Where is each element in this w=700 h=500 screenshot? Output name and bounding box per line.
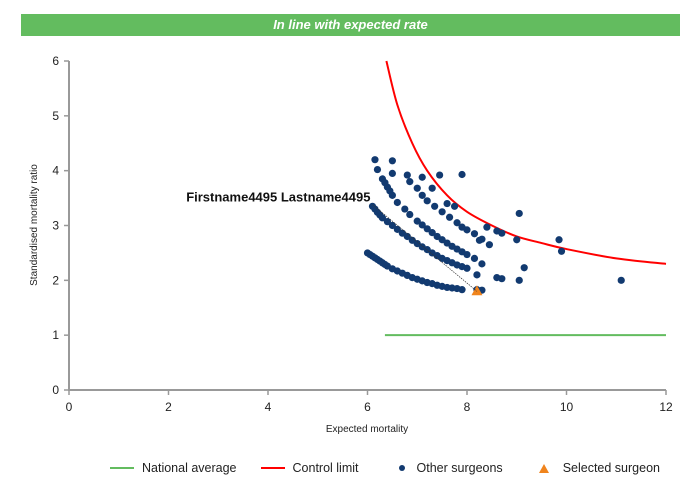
annotation: Firstname4495 Lastname4495 — [186, 190, 478, 292]
other-surgeon-point[interactable] — [555, 236, 563, 244]
other-surgeon-point[interactable] — [418, 191, 426, 199]
other-surgeon-point[interactable] — [393, 198, 401, 207]
other-surgeon-point[interactable] — [515, 209, 523, 218]
other-surgeon-point[interactable] — [445, 213, 454, 221]
other-surgeon-point[interactable] — [388, 157, 396, 165]
y-tick-label: 6 — [52, 54, 59, 68]
y-tick-label: 1 — [52, 328, 59, 342]
other-surgeon-point[interactable] — [617, 276, 625, 284]
other-surgeon-point[interactable] — [428, 229, 436, 237]
other-surgeon-point[interactable] — [557, 247, 566, 255]
other-surgeon-point[interactable] — [438, 208, 446, 216]
other-surgeon-point[interactable] — [473, 271, 481, 279]
legend-item-control-limit[interactable]: Control limit — [260, 461, 359, 475]
other-surgeon-point[interactable] — [463, 250, 471, 259]
other-surgeon-point[interactable] — [378, 214, 387, 222]
y-tick-label: 3 — [52, 219, 59, 233]
other-surgeon-point[interactable] — [406, 210, 414, 219]
x-tick-label: 2 — [165, 400, 172, 414]
other-surgeon-point[interactable] — [470, 254, 479, 262]
other-surgeon-point[interactable] — [423, 225, 431, 233]
other-surgeon-point[interactable] — [478, 260, 486, 268]
dot-marker-icon — [398, 465, 405, 471]
other-surgeon-point[interactable] — [418, 221, 426, 229]
other-surgeon-point[interactable] — [483, 223, 491, 231]
other-surgeon-point[interactable] — [418, 173, 426, 181]
legend-label: National average — [142, 461, 237, 475]
legend-label: Selected surgeon — [562, 461, 660, 475]
national-average-swatch-icon — [110, 467, 134, 469]
control-limit-line — [385, 60, 667, 265]
other-surgeon-point[interactable] — [373, 165, 382, 174]
other-surgeon-point[interactable] — [443, 199, 451, 208]
x-tick-label: 6 — [364, 400, 371, 414]
legend: National average Control limit Other sur… — [110, 459, 684, 477]
legend-item-selected-surgeon[interactable]: Selected surgeon — [527, 461, 660, 475]
y-tick-label: 4 — [52, 164, 59, 178]
y-tick-label: 0 — [52, 383, 59, 397]
legend-label: Control limit — [292, 461, 359, 475]
x-tick-label: 0 — [66, 400, 73, 414]
axes — [68, 61, 666, 391]
series-points — [363, 156, 625, 296]
other-surgeon-point[interactable] — [431, 202, 439, 210]
other-surgeon-point[interactable] — [401, 205, 409, 213]
control-limit-swatch-icon — [260, 467, 285, 469]
other-surgeon-point[interactable] — [388, 169, 396, 178]
annotation-label: Firstname4495 Lastname4495 — [186, 190, 370, 205]
other-surgeon-point[interactable] — [515, 276, 523, 284]
other-surgeon-point[interactable] — [498, 275, 506, 283]
legend-item-other-surgeons[interactable]: Other surgeons — [383, 461, 503, 475]
other-surgeon-point[interactable] — [475, 236, 484, 244]
x-tick-label: 4 — [265, 400, 272, 414]
other-surgeon-point[interactable] — [423, 197, 431, 205]
y-axis-title: Standardised mortality ratio — [29, 164, 40, 286]
status-banner: In line with expected rate — [21, 14, 680, 36]
y-tick-label: 5 — [52, 109, 59, 123]
other-surgeon-point[interactable] — [520, 264, 528, 272]
legend-label: Other surgeons — [416, 461, 503, 475]
series-lines — [384, 60, 667, 337]
triangle-marker-icon — [538, 463, 549, 473]
other-surgeon-point[interactable] — [413, 217, 421, 225]
other-surgeon-point[interactable] — [498, 229, 506, 237]
other-surgeon-point[interactable] — [406, 178, 414, 186]
other-surgeon-point[interactable] — [413, 184, 421, 192]
y-tick-label: 2 — [52, 273, 59, 287]
other-surgeon-point[interactable] — [453, 219, 461, 227]
other-surgeon-point[interactable] — [388, 191, 396, 199]
other-surgeon-point[interactable] — [383, 218, 391, 226]
selected-surgeon-point[interactable] — [471, 285, 483, 296]
other-surgeon-point[interactable] — [388, 221, 396, 230]
other-surgeon-point[interactable] — [485, 241, 493, 249]
legend-item-national-average[interactable]: National average — [110, 461, 237, 475]
annotation-leader-line — [372, 204, 478, 292]
other-surgeon-point[interactable] — [403, 232, 411, 241]
other-surgeon-point[interactable] — [371, 156, 379, 164]
other-surgeon-point[interactable] — [458, 286, 466, 294]
y-ticks: 0 1 2 3 4 5 6 — [52, 54, 69, 397]
other-surgeon-point[interactable] — [403, 171, 411, 179]
other-surgeon-point[interactable] — [393, 225, 401, 233]
other-surgeon-point[interactable] — [428, 184, 436, 192]
x-tick-label: 12 — [659, 400, 673, 414]
other-surgeon-point[interactable] — [458, 170, 466, 179]
x-tick-label: 8 — [464, 400, 471, 414]
other-surgeon-point[interactable] — [513, 236, 521, 244]
x-axis-title: Expected mortality — [326, 424, 408, 435]
other-surgeon-point[interactable] — [463, 226, 471, 234]
x-ticks: 0 2 4 6 8 10 12 — [66, 390, 673, 414]
x-tick-label: 10 — [560, 400, 574, 414]
other-surgeon-point[interactable] — [436, 171, 444, 179]
other-surgeon-point[interactable] — [470, 230, 479, 238]
other-surgeon-point[interactable] — [463, 264, 471, 272]
other-surgeon-point[interactable] — [450, 202, 459, 210]
